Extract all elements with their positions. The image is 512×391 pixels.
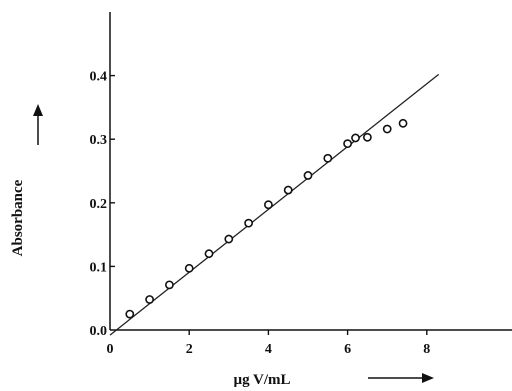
data-point (244, 218, 253, 228)
data-point (125, 309, 135, 319)
data-point (343, 139, 352, 149)
data-points (125, 118, 408, 319)
data-point (283, 185, 293, 195)
y-ticks: 0.0 0.1 0.2 0.3 0.4 (90, 70, 115, 339)
data-point (351, 133, 360, 143)
data-point (362, 132, 372, 142)
x-tick-label: 4 (265, 342, 272, 357)
y-arrow (33, 104, 43, 145)
y-axis-label: Absorbance (10, 179, 26, 256)
y-tick-label: 0.2 (90, 197, 108, 212)
x-ticks: 0 2 4 6 8 (107, 330, 430, 357)
y-tick-label: 0.4 (90, 70, 108, 85)
data-point (398, 118, 408, 128)
data-point (323, 153, 333, 163)
data-point (382, 124, 392, 134)
data-point (204, 249, 214, 259)
x-tick-label: 2 (186, 342, 193, 357)
data-point (303, 171, 313, 180)
data-point (184, 263, 194, 273)
x-tick-label: 8 (423, 342, 430, 357)
y-tick-label: 0.0 (90, 324, 108, 339)
data-point (164, 280, 174, 290)
y-tick-label: 0.3 (90, 133, 108, 148)
axes (109, 12, 512, 331)
x-axis-label: µg V/mL (233, 372, 290, 388)
data-point (263, 200, 273, 210)
x-tick-label: 6 (344, 342, 351, 357)
x-tick-label: 0 (107, 342, 114, 357)
y-tick-label: 0.1 (90, 260, 108, 275)
fit-line (109, 73, 440, 336)
x-arrow (368, 373, 434, 383)
data-point (224, 234, 234, 244)
data-point (145, 295, 154, 304)
